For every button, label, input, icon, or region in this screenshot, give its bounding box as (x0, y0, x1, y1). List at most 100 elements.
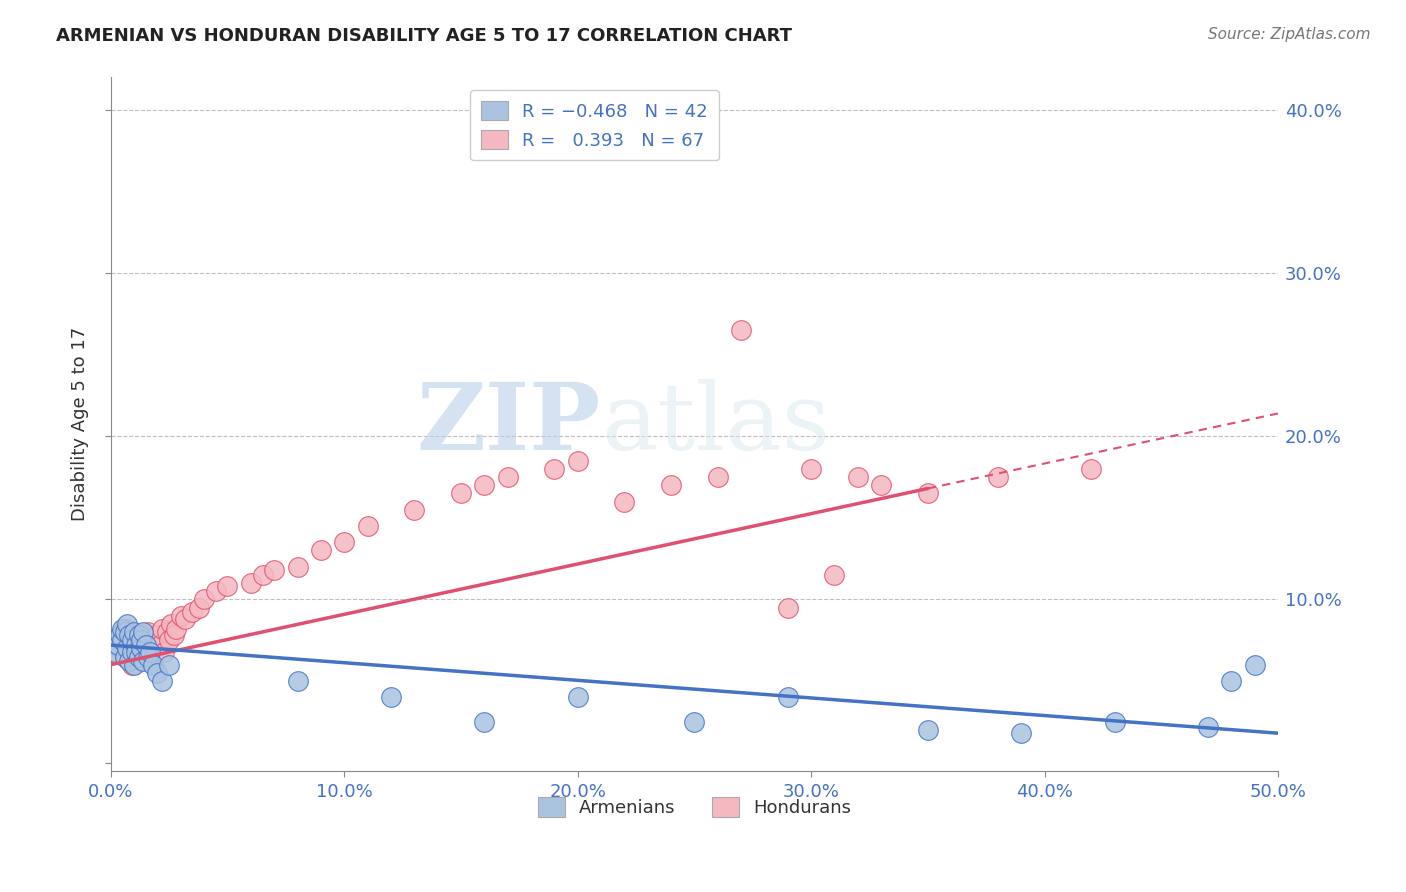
Point (128, 645, 150, 659)
Point (450, 486, 472, 500)
Point (135, 638, 157, 652)
Point (181, 606, 204, 620)
Point (567, 690, 589, 705)
Point (107, 638, 129, 652)
Point (263, 563, 285, 577)
Point (125, 638, 148, 652)
Point (1104, 714, 1126, 729)
Point (157, 633, 180, 648)
Text: ZIP: ZIP (416, 379, 600, 469)
Point (118, 654, 141, 668)
Point (132, 628, 155, 642)
Point (135, 638, 157, 652)
Point (287, 673, 309, 688)
Point (111, 633, 134, 648)
Point (153, 645, 176, 659)
Point (567, 454, 589, 468)
Point (706, 470, 728, 484)
Point (122, 657, 145, 672)
Point (380, 690, 402, 705)
Point (125, 645, 148, 659)
Point (776, 690, 799, 705)
Point (333, 535, 356, 549)
Point (111, 633, 134, 648)
Point (111, 622, 134, 636)
Point (122, 649, 145, 664)
Point (613, 494, 636, 508)
Point (132, 625, 155, 640)
Point (404, 502, 426, 516)
Point (188, 600, 211, 615)
Point (239, 576, 262, 591)
Point (125, 638, 148, 652)
Y-axis label: Disability Age 5 to 17: Disability Age 5 to 17 (72, 327, 89, 521)
Point (115, 641, 138, 656)
Point (114, 649, 136, 664)
Point (132, 649, 155, 664)
Point (730, 323, 752, 337)
Point (115, 622, 138, 636)
Point (107, 638, 129, 652)
Point (142, 657, 165, 672)
Point (846, 470, 869, 484)
Point (142, 633, 165, 648)
Point (823, 568, 845, 582)
Point (139, 645, 162, 659)
Point (136, 625, 159, 640)
Point (157, 657, 180, 672)
Point (156, 625, 179, 640)
Point (659, 478, 682, 492)
Point (252, 568, 274, 582)
Point (114, 649, 136, 664)
Point (118, 633, 141, 648)
Point (136, 649, 159, 664)
Point (917, 723, 939, 737)
Point (1010, 726, 1032, 740)
Point (472, 714, 495, 729)
Point (121, 633, 143, 648)
Point (543, 462, 565, 476)
Point (163, 628, 186, 642)
Text: ARMENIAN VS HONDURAN DISABILITY AGE 5 TO 17 CORRELATION CHART: ARMENIAN VS HONDURAN DISABILITY AGE 5 TO… (56, 27, 792, 45)
Point (129, 633, 152, 648)
Point (356, 519, 378, 533)
Point (122, 628, 145, 642)
Point (149, 638, 172, 652)
Point (128, 649, 150, 664)
Point (121, 645, 143, 659)
Point (217, 579, 239, 593)
Point (472, 478, 495, 492)
Point (121, 625, 143, 640)
Point (204, 584, 226, 599)
Point (104, 645, 127, 659)
Point (143, 641, 166, 656)
Point (870, 478, 893, 492)
Point (160, 616, 183, 631)
Point (1197, 720, 1219, 734)
Point (122, 625, 145, 640)
Text: atlas: atlas (600, 379, 830, 469)
Point (108, 641, 131, 656)
Point (128, 628, 150, 642)
Point (683, 714, 706, 729)
Point (170, 608, 193, 623)
Point (776, 600, 799, 615)
Point (121, 657, 143, 672)
Point (1220, 673, 1243, 688)
Point (132, 654, 155, 668)
Point (146, 628, 169, 642)
Point (496, 470, 519, 484)
Point (115, 641, 138, 656)
Point (129, 633, 152, 648)
Point (287, 559, 309, 574)
Point (129, 641, 152, 656)
Point (146, 665, 169, 680)
Point (118, 628, 141, 642)
Point (165, 622, 187, 636)
Point (129, 641, 152, 656)
Point (1243, 657, 1265, 672)
Text: Source: ZipAtlas.com: Source: ZipAtlas.com (1208, 27, 1371, 42)
Point (1080, 462, 1102, 476)
Point (114, 628, 136, 642)
Point (108, 628, 131, 642)
